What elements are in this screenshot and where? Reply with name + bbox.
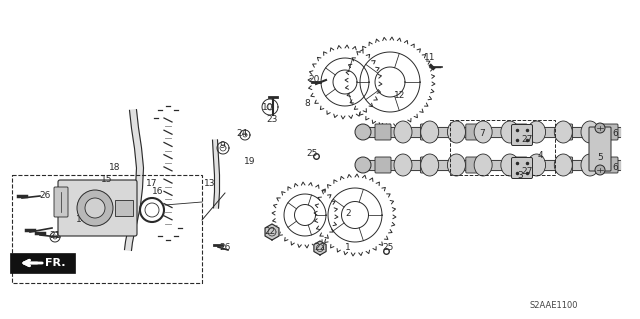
Polygon shape [265,224,279,240]
Text: 16: 16 [152,188,164,197]
Text: 24: 24 [236,129,248,137]
FancyBboxPatch shape [589,127,611,171]
Circle shape [595,123,605,133]
FancyBboxPatch shape [375,124,391,140]
Text: 18: 18 [109,164,121,173]
Text: 25: 25 [382,243,394,253]
FancyBboxPatch shape [511,124,532,145]
FancyBboxPatch shape [466,124,482,140]
Text: FR.: FR. [45,258,65,268]
Circle shape [355,124,371,140]
Bar [450,120,555,175]
Ellipse shape [527,121,545,143]
FancyBboxPatch shape [10,253,75,273]
Text: 21: 21 [49,231,61,240]
Text: 11: 11 [424,54,436,63]
Ellipse shape [447,154,465,176]
Text: 22: 22 [264,227,276,236]
Text: 8: 8 [304,99,310,108]
Text: 22: 22 [314,242,326,251]
Text: 1: 1 [345,242,351,251]
Ellipse shape [554,154,572,176]
Text: 23: 23 [266,115,278,124]
Text: 2: 2 [345,209,351,218]
Circle shape [77,190,113,226]
Text: 6: 6 [612,164,618,173]
Text: 26: 26 [220,243,230,253]
Text: 17: 17 [147,179,157,188]
Ellipse shape [474,154,492,176]
Text: 10: 10 [262,102,274,112]
Polygon shape [314,241,326,255]
FancyBboxPatch shape [557,124,573,140]
Circle shape [355,157,371,173]
FancyBboxPatch shape [511,157,527,173]
Circle shape [85,198,105,218]
Ellipse shape [474,121,492,143]
Text: 27: 27 [522,167,532,176]
Polygon shape [125,110,143,250]
Ellipse shape [394,121,412,143]
Text: 7: 7 [479,129,485,137]
Bar [115,200,133,216]
Ellipse shape [501,154,519,176]
Ellipse shape [581,154,599,176]
FancyBboxPatch shape [54,187,68,217]
Ellipse shape [420,121,438,143]
Text: 13: 13 [204,179,216,188]
FancyBboxPatch shape [466,157,482,173]
Ellipse shape [501,121,519,143]
Ellipse shape [527,154,545,176]
FancyBboxPatch shape [375,157,391,173]
Text: 3: 3 [517,172,523,181]
Ellipse shape [420,154,438,176]
Text: 25: 25 [307,149,317,158]
Text: 4: 4 [537,151,543,160]
FancyBboxPatch shape [602,124,618,140]
FancyBboxPatch shape [511,124,527,140]
FancyBboxPatch shape [58,180,137,236]
FancyBboxPatch shape [420,157,436,173]
Text: 15: 15 [101,175,113,184]
FancyBboxPatch shape [602,157,618,173]
Ellipse shape [554,121,572,143]
Text: 5: 5 [597,153,603,162]
Ellipse shape [581,121,599,143]
Text: 12: 12 [394,91,406,100]
Text: 26: 26 [39,190,51,199]
Text: 27: 27 [522,136,532,145]
Text: 6: 6 [612,129,618,137]
Text: S2AAE1100: S2AAE1100 [530,300,579,309]
Ellipse shape [447,121,465,143]
FancyBboxPatch shape [420,124,436,140]
Ellipse shape [394,154,412,176]
Text: 14: 14 [76,216,88,225]
Text: 20: 20 [308,76,320,85]
Text: 9: 9 [219,140,225,150]
FancyBboxPatch shape [557,157,573,173]
Polygon shape [212,140,220,208]
FancyBboxPatch shape [511,158,532,179]
Bar [12,175,202,283]
Circle shape [595,165,605,175]
Text: 19: 19 [244,158,256,167]
